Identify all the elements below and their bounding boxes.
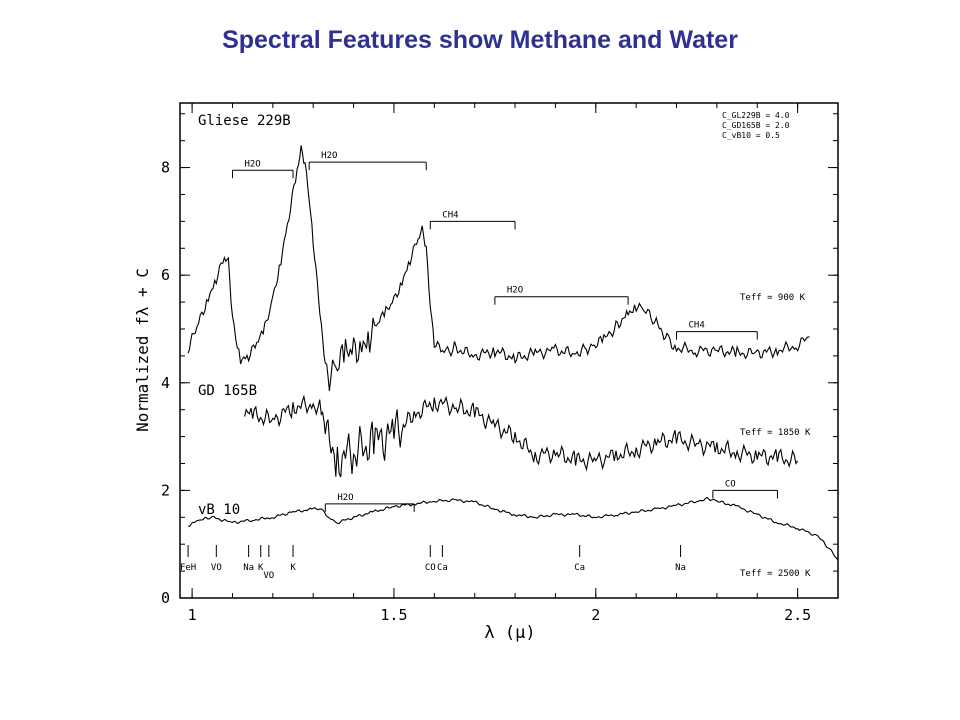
marker-label: FeH <box>180 563 196 573</box>
marker-label: VO <box>263 571 274 581</box>
x-tick-label: 1.5 <box>380 606 407 624</box>
series-teff: Teff = 1850 K <box>740 428 811 438</box>
marker-label: Ca <box>574 563 585 573</box>
marker-label: K <box>290 563 296 573</box>
axes: 1 1.5 2 2.5 0 2 4 6 8 <box>161 103 838 624</box>
absorption-bands: H2O H2O CH4 H2O CH4 H2O CO <box>231 151 778 512</box>
band-label: CH4 <box>689 321 705 331</box>
band-label: CH4 <box>442 210 458 220</box>
series-teff: Teff = 900 K <box>740 293 806 303</box>
series-name: Gliese 229B <box>198 113 291 129</box>
series-line <box>244 394 799 478</box>
band-label: H2O <box>507 286 523 296</box>
y-tick-label: 2 <box>161 481 170 499</box>
band-label: H2O <box>321 151 337 161</box>
marker-label: VO <box>211 563 222 573</box>
plot-frame <box>179 102 839 599</box>
series-labels: Gliese 229B Teff = 900 K GD 165B Teff = 185… <box>198 113 811 579</box>
marker-label: CO <box>425 563 436 573</box>
series-line <box>187 145 810 391</box>
band-label: H2O <box>337 493 353 503</box>
marker-label: Na <box>243 563 254 573</box>
x-tick-label: 2 <box>591 606 600 624</box>
marker-label: Na <box>675 563 686 573</box>
series-name: vB 10 <box>198 502 240 518</box>
x-tick-label: 2.5 <box>784 606 811 624</box>
y-tick-label: 0 <box>161 589 170 607</box>
band-label: CO <box>725 479 736 489</box>
series-lines <box>187 145 839 561</box>
x-axis-label: λ (μ) <box>484 623 535 643</box>
series-teff: Teff = 2500 K <box>740 569 811 579</box>
offset-note-line: C_vB10 = 0.5 <box>722 131 780 140</box>
band-label: H2O <box>244 159 260 169</box>
marker-label: K <box>258 563 264 573</box>
series-line <box>188 496 839 561</box>
offset-note-line: C_GL229B = 4.0 <box>722 111 790 120</box>
series-name: GD 165B <box>198 383 257 399</box>
offset-note-line: C_GD165B = 2.0 <box>722 121 790 130</box>
y-tick-label: 4 <box>161 374 170 392</box>
y-tick-label: 6 <box>161 266 170 284</box>
x-tick-label: 1 <box>188 606 197 624</box>
slide-title: Spectral Features show Methane and Water <box>222 26 738 54</box>
offset-note: C_GL229B = 4.0C_GD165B = 2.0C_vB10 = 0.5 <box>722 111 790 140</box>
y-tick-label: 8 <box>161 159 170 177</box>
y-axis-label: Normalized fλ + C <box>133 268 152 432</box>
marker-label: Ca <box>437 563 448 573</box>
